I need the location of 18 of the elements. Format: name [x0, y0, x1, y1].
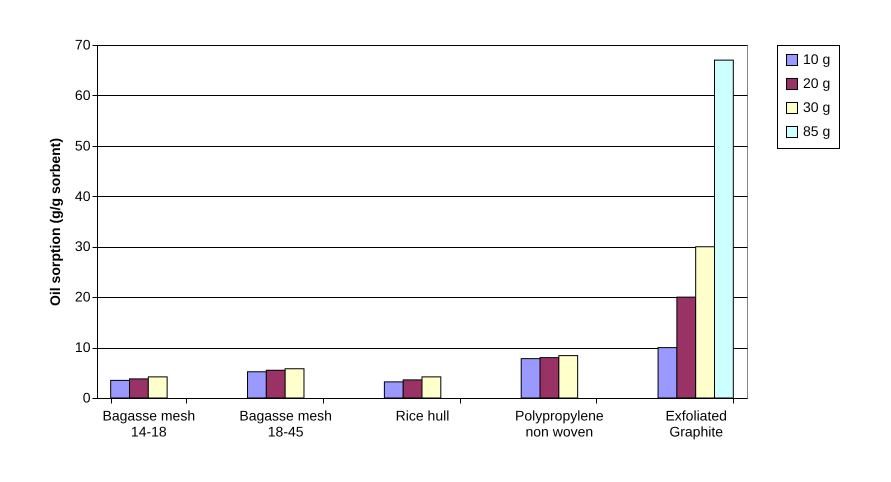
y-tick-label: 20 [74, 288, 91, 305]
y-tick-label: 0 [82, 390, 91, 406]
legend-label: 10 g [803, 51, 830, 67]
y-axis-title: Oil sorption (g/g sorbent) [46, 138, 63, 306]
y-tick-label: 30 [74, 238, 91, 254]
y-tick-label: 50 [74, 137, 91, 154]
legend-label: 85 g [803, 123, 830, 139]
y-tick-label: 10 [74, 339, 91, 356]
y-tick-label: 40 [74, 188, 91, 204]
x-tick-label: Polypropylene non woven [514, 408, 604, 440]
legend-label: 30 g [803, 99, 830, 115]
y-tick-label: 70 [74, 36, 91, 52]
x-tick-label: Rice hull [396, 408, 450, 424]
x-tick-label: Bagasse mesh 14-18 [102, 408, 196, 440]
x-tick-label: Exfoliated Graphite [665, 408, 727, 440]
y-tick-label: 60 [74, 86, 91, 103]
x-tick-label: Bagasse mesh 18-45 [239, 408, 332, 440]
legend-label: 20 g [803, 75, 830, 91]
